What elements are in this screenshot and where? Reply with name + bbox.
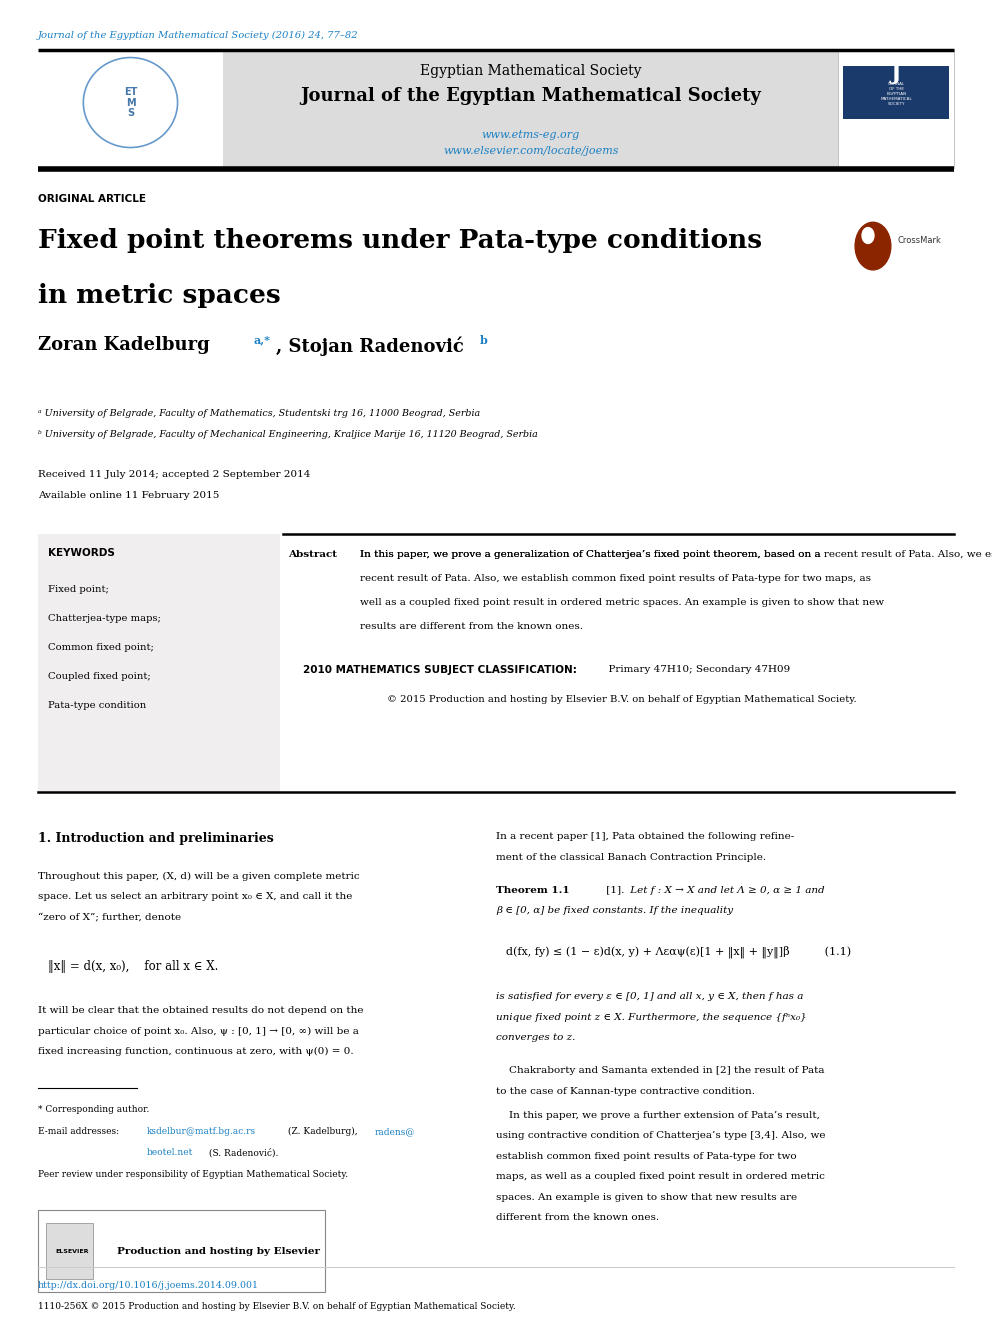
Circle shape	[855, 222, 891, 270]
Text: http://dx.doi.org/10.1016/j.joems.2014.09.001: http://dx.doi.org/10.1016/j.joems.2014.0…	[38, 1281, 259, 1290]
Text: ksdelbur@matf.bg.ac.rs: ksdelbur@matf.bg.ac.rs	[147, 1127, 256, 1136]
Text: a,*: a,*	[254, 335, 271, 345]
Text: results are different from the known ones.: results are different from the known one…	[360, 622, 583, 631]
Text: Pata-type condition: Pata-type condition	[48, 701, 146, 710]
Text: Production and hosting by Elsevier: Production and hosting by Elsevier	[117, 1246, 320, 1256]
Text: S: S	[127, 108, 134, 118]
Text: ELSEVIER: ELSEVIER	[56, 1249, 89, 1253]
Text: Theorem 1.1: Theorem 1.1	[496, 886, 569, 894]
Text: Abstract: Abstract	[288, 550, 336, 560]
Text: , Stojan Radenović: , Stojan Radenović	[276, 336, 470, 356]
Text: converges to z.: converges to z.	[496, 1033, 575, 1043]
Text: ᵃ University of Belgrade, Faculty of Mathematics, Studentski trg 16, 11000 Beogr: ᵃ University of Belgrade, Faculty of Mat…	[38, 409, 480, 418]
Text: © 2015 Production and hosting by Elsevier B.V. on behalf of Egyptian Mathematica: © 2015 Production and hosting by Elsevie…	[387, 695, 856, 704]
Text: [1].: [1].	[603, 886, 625, 894]
Text: www.etms-eg.org: www.etms-eg.org	[481, 130, 580, 140]
Text: well as a coupled fixed point result in ordered metric spaces. An example is giv: well as a coupled fixed point result in …	[360, 598, 884, 607]
Text: ORIGINAL ARTICLE: ORIGINAL ARTICLE	[38, 194, 146, 205]
Text: Available online 11 February 2015: Available online 11 February 2015	[38, 491, 219, 500]
Text: ‖x‖ = d(x, x₀),    for all x ∈ X.: ‖x‖ = d(x, x₀), for all x ∈ X.	[48, 960, 218, 972]
Circle shape	[862, 228, 874, 243]
Text: Peer review under responsibility of Egyptian Mathematical Society.: Peer review under responsibility of Egyp…	[38, 1171, 348, 1179]
Text: Received 11 July 2014; accepted 2 September 2014: Received 11 July 2014; accepted 2 Septem…	[38, 470, 310, 479]
Text: 1. Introduction and preliminaries: 1. Introduction and preliminaries	[38, 832, 274, 845]
Text: Journal of the Egyptian Mathematical Society (2016) 24, 77–82: Journal of the Egyptian Mathematical Soc…	[38, 30, 358, 40]
Text: (Z. Kadelburg),: (Z. Kadelburg),	[285, 1127, 360, 1136]
Text: establish common fixed point results of Pata-type for two: establish common fixed point results of …	[496, 1152, 797, 1160]
Text: In this paper, we prove a generalization of Chatterjea’s fixed point theorem, ba: In this paper, we prove a generalization…	[360, 550, 992, 560]
Text: In a recent paper [1], Pata obtained the following refine-: In a recent paper [1], Pata obtained the…	[496, 832, 795, 841]
Text: in metric spaces: in metric spaces	[38, 283, 281, 308]
Bar	[46, 1224, 93, 1279]
Text: 2010 MATHEMATICS SUBJECT CLASSIFICATION:: 2010 MATHEMATICS SUBJECT CLASSIFICATION:	[303, 665, 576, 676]
Text: M: M	[126, 98, 135, 107]
Text: β ∈ [0, α] be fixed constants. If the inequality: β ∈ [0, α] be fixed constants. If the in…	[496, 906, 733, 916]
Text: Chakraborty and Samanta extended in [2] the result of Pata: Chakraborty and Samanta extended in [2] …	[496, 1066, 824, 1076]
Text: (S. Radenović).: (S. Radenović).	[206, 1148, 279, 1158]
Text: beotel.net: beotel.net	[147, 1148, 193, 1156]
Text: Fixed point;: Fixed point;	[48, 585, 108, 594]
Text: b: b	[480, 335, 488, 345]
Text: J: J	[891, 62, 902, 85]
Text: Egyptian Mathematical Society: Egyptian Mathematical Society	[420, 64, 642, 78]
Text: space. Let us select an arbitrary point x₀ ∈ X, and call it the: space. Let us select an arbitrary point …	[38, 893, 352, 901]
Text: unique fixed point z ∈ X. Furthermore, the sequence {fⁿx₀}: unique fixed point z ∈ X. Furthermore, t…	[496, 1013, 806, 1021]
Text: * Corresponding author.: * Corresponding author.	[38, 1105, 149, 1114]
Text: maps, as well as a coupled fixed point result in ordered metric: maps, as well as a coupled fixed point r…	[496, 1172, 825, 1181]
Text: OURNAL
OF THE
EGYPTIAN
MATHEMATICAL
SOCIETY: OURNAL OF THE EGYPTIAN MATHEMATICAL SOCI…	[880, 82, 913, 106]
Bar	[838, 50, 954, 168]
Text: is satisfied for every ε ∈ [0, 1] and all x, y ∈ X, then f has a: is satisfied for every ε ∈ [0, 1] and al…	[496, 992, 804, 1002]
Text: Common fixed point;: Common fixed point;	[48, 643, 154, 652]
Text: d(fx, fy) ≤ (1 − ε)d(x, y) + Λεαψ(ε)[1 + ‖x‖ + ‖y‖]β          (1.1): d(fx, fy) ≤ (1 − ε)d(x, y) + Λεαψ(ε)[1 +…	[506, 946, 851, 958]
Text: 1110-256X © 2015 Production and hosting by Elsevier B.V. on behalf of Egyptian M: 1110-256X © 2015 Production and hosting …	[38, 1302, 516, 1311]
Bar	[38, 534, 280, 792]
Bar	[38, 1211, 325, 1293]
Text: KEYWORDS: KEYWORDS	[48, 548, 114, 558]
Text: Throughout this paper, (X, d) will be a given complete metric: Throughout this paper, (X, d) will be a …	[38, 872, 359, 881]
Text: CrossMark: CrossMark	[898, 237, 941, 245]
Bar	[843, 66, 949, 119]
Text: “zero of X”; further, denote: “zero of X”; further, denote	[38, 913, 181, 922]
Text: using contractive condition of Chatterjea’s type [3,4]. Also, we: using contractive condition of Chatterje…	[496, 1131, 825, 1140]
Text: Fixed point theorems under Pata-type conditions: Fixed point theorems under Pata-type con…	[38, 228, 762, 253]
Text: recent result of Pata. Also, we establish common fixed point results of Pata-typ: recent result of Pata. Also, we establis…	[360, 574, 871, 583]
Text: In this paper, we prove a generalization of Chatterjea’s fixed point theorem, ba: In this paper, we prove a generalization…	[360, 550, 820, 560]
Text: particular choice of point x₀. Also, ψ : [0, 1] → [0, ∞) will be a: particular choice of point x₀. Also, ψ :…	[38, 1027, 358, 1036]
Text: fixed increasing function, continuous at zero, with ψ(0) = 0.: fixed increasing function, continuous at…	[38, 1048, 353, 1056]
Text: Journal of the Egyptian Mathematical Society: Journal of the Egyptian Mathematical Soc…	[301, 87, 761, 106]
Text: ᵇ University of Belgrade, Faculty of Mechanical Engineering, Kraljice Marije 16,: ᵇ University of Belgrade, Faculty of Mec…	[38, 430, 538, 439]
Text: Primary 47H10; Secondary 47H09: Primary 47H10; Secondary 47H09	[602, 665, 791, 675]
Bar	[843, 119, 949, 161]
Text: ment of the classical Banach Contraction Principle.: ment of the classical Banach Contraction…	[496, 853, 766, 861]
Text: ET: ET	[124, 87, 137, 97]
Text: Zoran Kadelburg: Zoran Kadelburg	[38, 336, 215, 355]
Text: www.elsevier.com/locate/joems: www.elsevier.com/locate/joems	[443, 146, 618, 156]
Bar	[223, 50, 838, 168]
Text: different from the known ones.: different from the known ones.	[496, 1213, 659, 1222]
Text: Coupled fixed point;: Coupled fixed point;	[48, 672, 151, 681]
Text: E-mail addresses:: E-mail addresses:	[38, 1127, 122, 1136]
Text: Let f : X → X and let Λ ≥ 0, α ≥ 1 and: Let f : X → X and let Λ ≥ 0, α ≥ 1 and	[627, 886, 824, 894]
Text: Chatterjea-type maps;: Chatterjea-type maps;	[48, 614, 161, 623]
Text: It will be clear that the obtained results do not depend on the: It will be clear that the obtained resul…	[38, 1007, 363, 1015]
Bar	[38, 50, 223, 168]
Text: spaces. An example is given to show that new results are: spaces. An example is given to show that…	[496, 1193, 798, 1201]
Text: radens@: radens@	[375, 1127, 416, 1136]
Text: to the case of Kannan-type contractive condition.: to the case of Kannan-type contractive c…	[496, 1088, 755, 1095]
Text: In this paper, we prove a further extension of Pata’s result,: In this paper, we prove a further extens…	[496, 1111, 819, 1119]
